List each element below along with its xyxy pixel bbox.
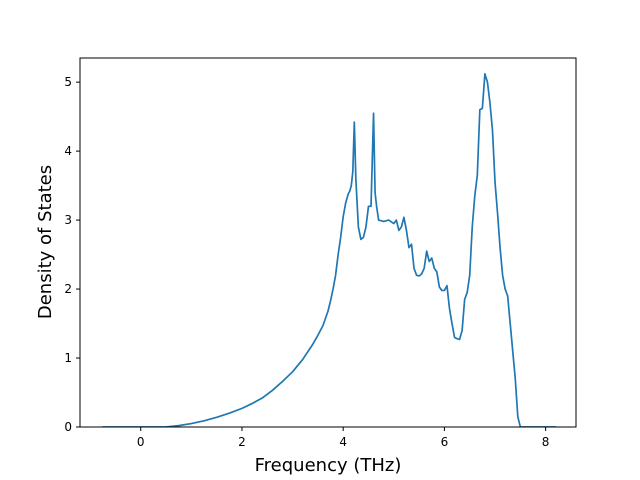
y-tick-label: 2 bbox=[64, 282, 72, 296]
x-tick-label: 8 bbox=[542, 435, 550, 449]
y-tick-label: 5 bbox=[64, 75, 72, 89]
y-tick-label: 0 bbox=[64, 420, 72, 434]
x-tick-label: 4 bbox=[339, 435, 347, 449]
y-tick-label: 4 bbox=[64, 144, 72, 158]
axis-ticks: 0 2 4 6 8 0 1 2 3 4 5 bbox=[64, 75, 549, 449]
y-axis-label: Density of States bbox=[35, 165, 56, 319]
x-axis-label: Frequency (THz) bbox=[255, 455, 402, 476]
plot-area bbox=[101, 73, 557, 427]
x-tick-label: 2 bbox=[238, 435, 246, 449]
dos-series-line bbox=[101, 73, 557, 427]
axes-frame bbox=[79, 57, 577, 428]
x-tick-label: 6 bbox=[441, 435, 449, 449]
x-tick-label: 0 bbox=[137, 435, 145, 449]
y-tick-label: 1 bbox=[64, 351, 72, 365]
y-tick-label: 3 bbox=[64, 213, 72, 227]
